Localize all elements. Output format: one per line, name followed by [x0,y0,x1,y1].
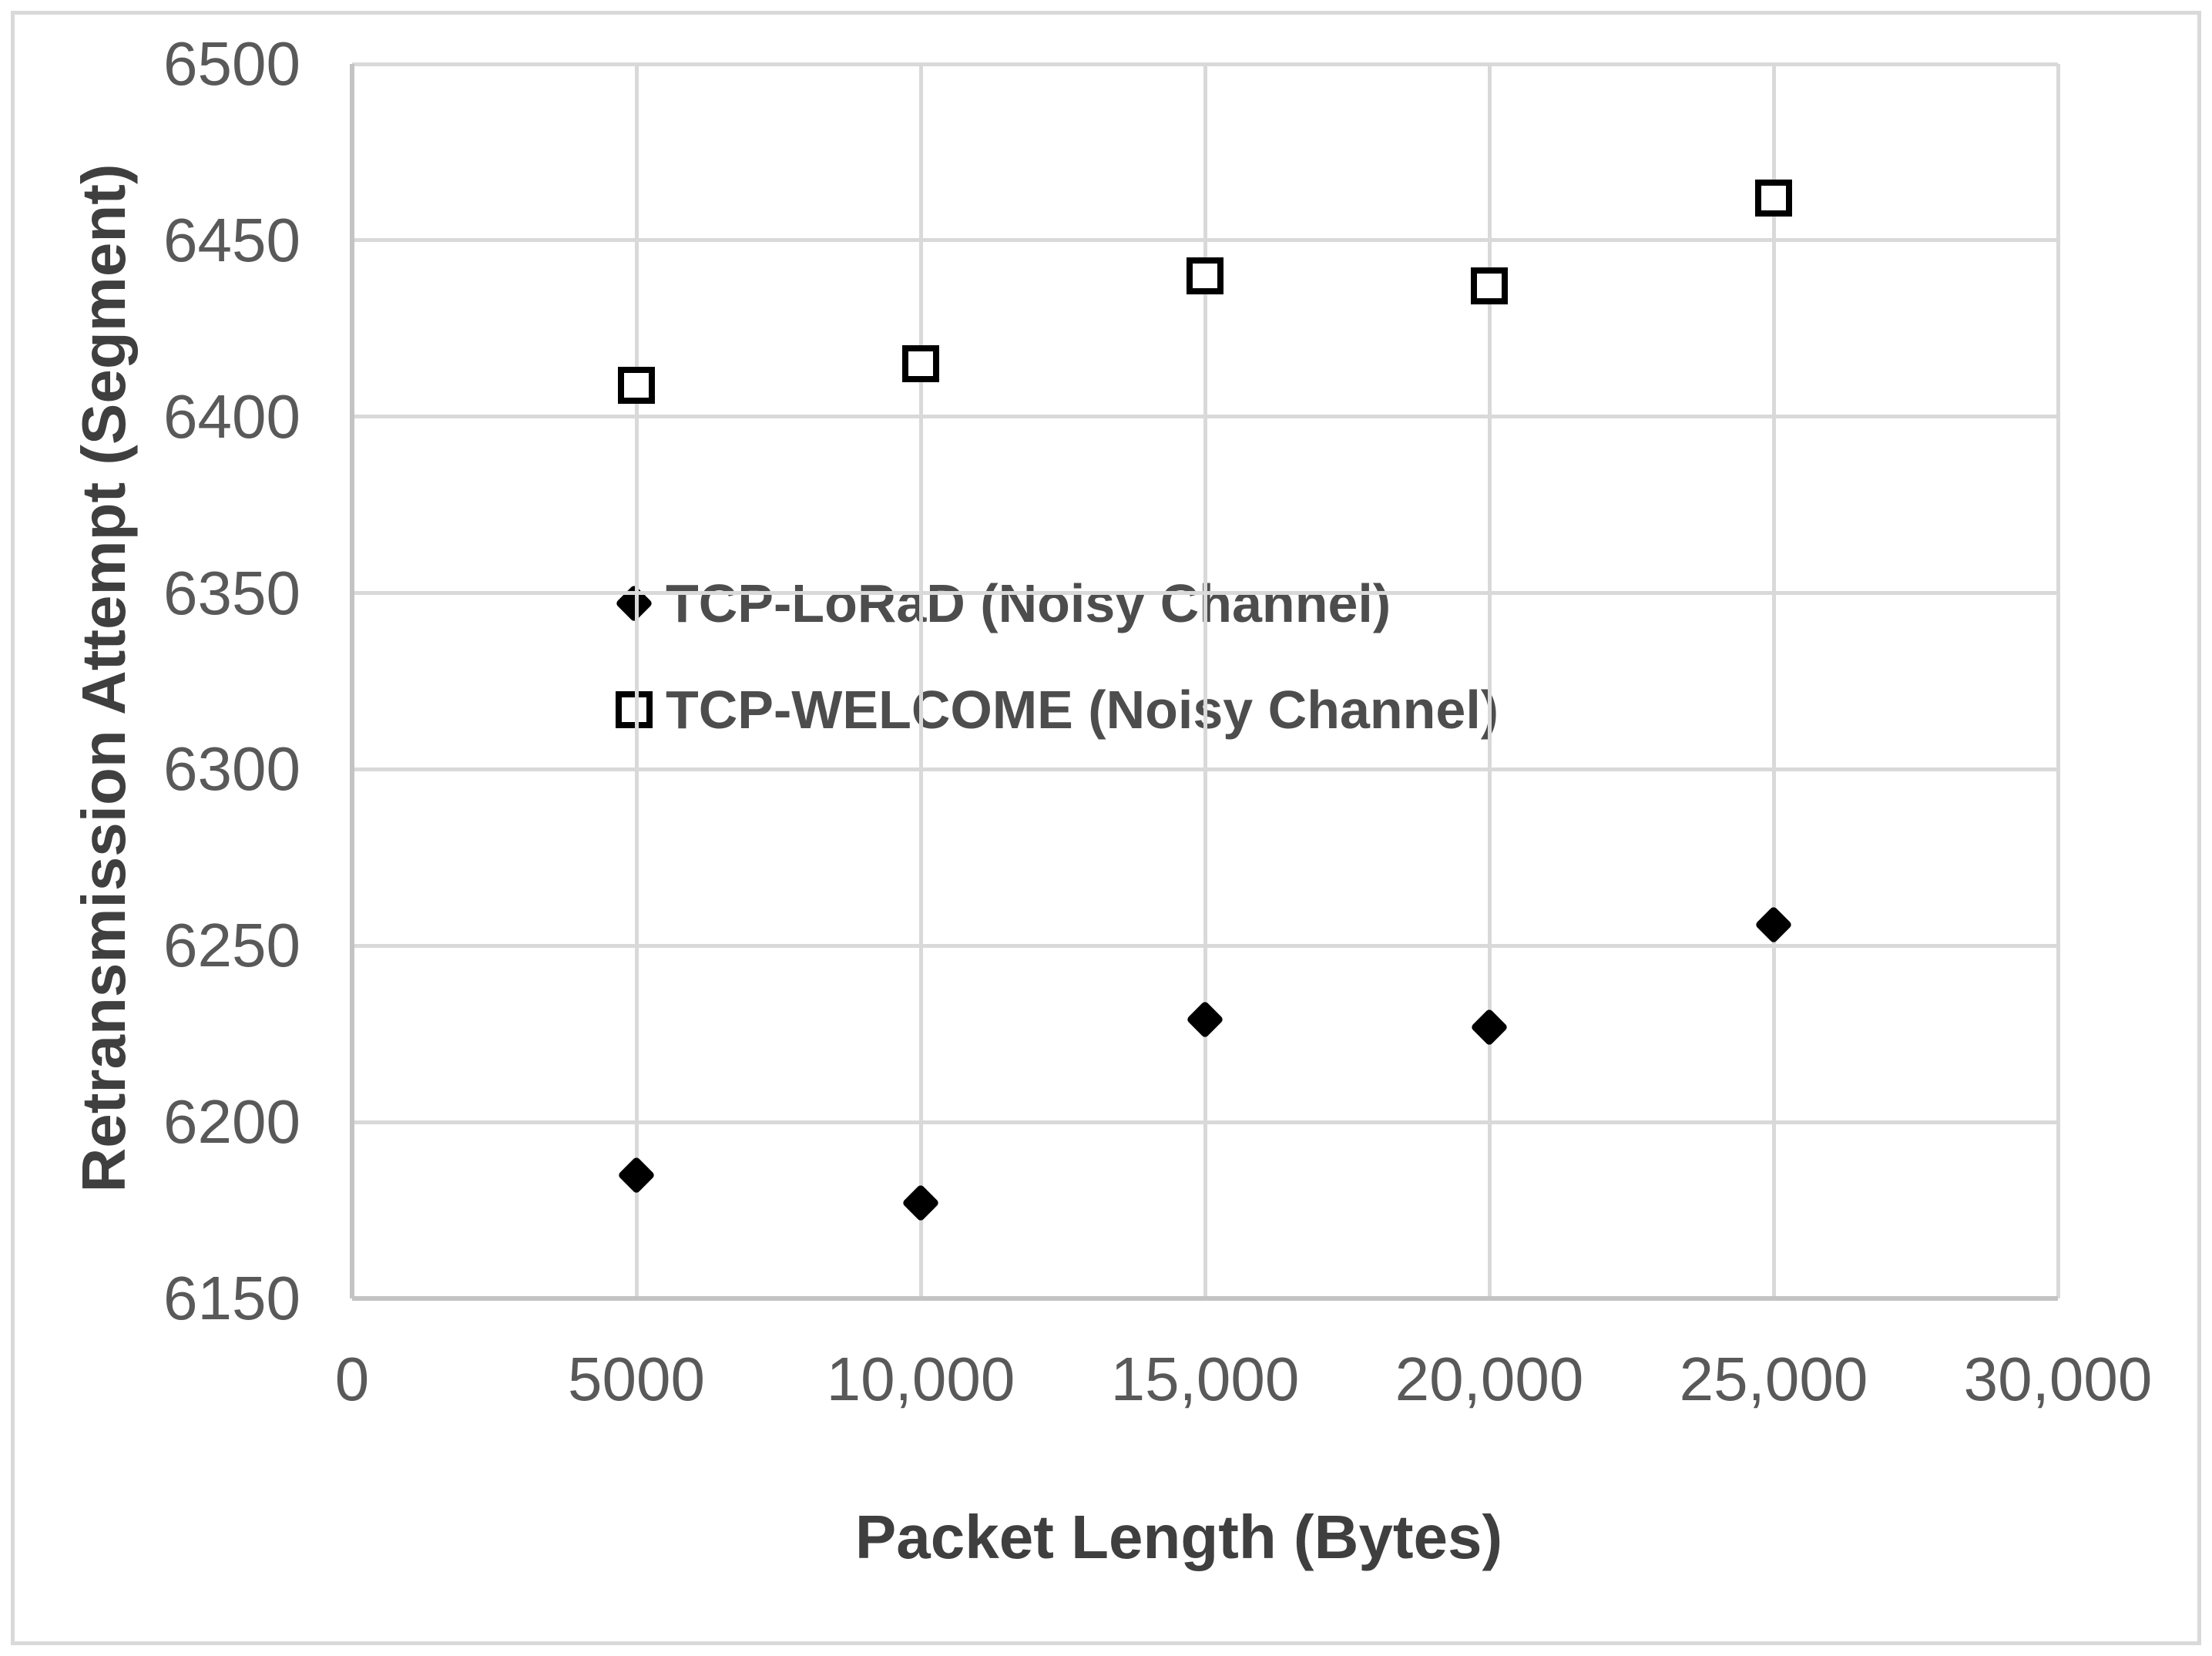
legend-item-tcp-welcome: TCP-WELCOME (Noisy Channel) [615,679,1499,741]
legend-label-tcp-welcome: TCP-WELCOME (Noisy Channel) [666,680,1499,740]
y-tick-label: 6250 [163,911,300,980]
y-tick-label: 6200 [163,1087,300,1157]
x-tick-label: 15,000 [1110,1345,1300,1413]
figure-border [11,11,2201,1645]
data-point-tcp-welcome [618,366,655,404]
v-gridline [1487,64,1492,1298]
x-tick-label: 25,000 [1679,1345,1868,1413]
data-point-tcp-welcome [1471,267,1508,305]
y-axis-title: Retransmission Attempt (Segment) [69,163,138,1193]
v-gridline [2056,64,2060,1298]
y-tick-label: 6400 [163,381,300,451]
x-tick-label: 0 [334,1345,370,1413]
x-tick-label: 20,000 [1395,1345,1584,1413]
open-square-icon [615,690,653,729]
y-tick-label: 6500 [163,29,300,98]
v-gridline [918,64,923,1298]
v-gridline [634,64,639,1298]
x-tick-label: 30,000 [1963,1345,2153,1413]
data-point-tcp-welcome [1755,179,1792,217]
legend-label-tcp-lorad: TCP-LoRaD (Noisy Channel) [666,573,1391,633]
y-axis-line [350,64,354,1298]
y-tick-label: 6350 [163,558,300,627]
data-point-tcp-welcome [1187,257,1223,294]
data-point-tcp-welcome [902,345,939,383]
v-gridline [1203,64,1207,1298]
legend-item-tcp-lorad: TCP-LoRaD (Noisy Channel) [615,573,1391,634]
y-tick-label: 6150 [163,1264,300,1332]
v-gridline [1771,64,1776,1298]
x-axis-line [352,1296,2058,1301]
y-tick-label: 6450 [163,205,300,274]
x-tick-label: 10,000 [826,1345,1015,1413]
y-tick-label: 6300 [163,734,300,804]
x-tick-label: 5000 [568,1345,705,1413]
x-axis-title: Packet Length (Bytes) [854,1503,1503,1571]
